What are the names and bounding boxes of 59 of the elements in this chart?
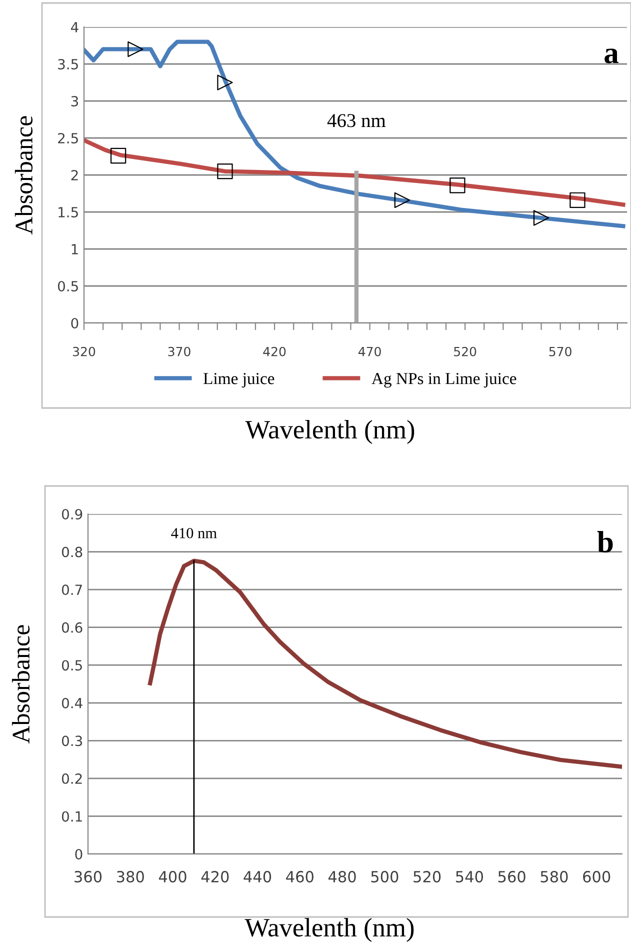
y-axis-title: Absorbance (14, 116, 33, 234)
x-tick-label: 370 (168, 346, 190, 356)
point (217, 74, 233, 90)
y-tick-label: 3 (71, 96, 78, 106)
y-tick-label: 2 (71, 170, 78, 180)
x-tick-label: 480 (328, 870, 356, 882)
x-tick-label: 420 (263, 346, 286, 356)
y-tick-label: 0.7 (62, 584, 82, 596)
y-tick-label: 0.3 (62, 736, 82, 746)
point (217, 163, 233, 180)
legend-label: Lime juice (204, 373, 274, 388)
x-tick-label: 460 (286, 870, 314, 882)
y-tick-label: 0.9 (62, 508, 82, 520)
y-tick-label: 4 (70, 22, 78, 32)
x-tick-label: 540 (456, 870, 483, 882)
x-tick-label: 520 (454, 346, 476, 356)
x-tick-label: 440 (244, 870, 272, 882)
y-axis-title: Absorbance (12, 625, 30, 744)
y-tick-label: 0 (75, 848, 82, 860)
y-tick-label: 2.5 (58, 132, 78, 144)
x-tick-label: 600 (583, 870, 610, 882)
line-series (84, 138, 626, 207)
x-tick-label: 360 (74, 870, 102, 882)
y-tick-label: 0.6 (62, 622, 82, 633)
x-tick-label: 500 (371, 870, 398, 882)
annotation: a (604, 48, 618, 64)
y-tick-label: 0.5 (62, 660, 82, 671)
y-tick-label: 0.8 (62, 546, 82, 558)
x-tick-label: 570 (549, 346, 572, 356)
x-tick-label: 520 (414, 870, 441, 882)
x-tick-label: 470 (358, 346, 381, 356)
annotation: 463 nm (327, 114, 386, 128)
y-tick-label: 3.5 (58, 58, 78, 70)
point (570, 192, 586, 208)
point (110, 148, 126, 164)
x-axis-title: Wavelenth (nm) (245, 420, 414, 444)
x-tick-label: 380 (116, 870, 144, 882)
x-axis-title: Wavelenth (nm) (244, 918, 414, 942)
x-tick-label: 560 (498, 870, 526, 882)
y-tick-label: 0.4 (62, 698, 82, 708)
line-series (84, 40, 626, 228)
y-tick-label: 0.1 (62, 811, 82, 822)
x-tick-label: 420 (201, 870, 229, 882)
y-tick-label: 0.2 (62, 773, 82, 784)
point (128, 41, 144, 58)
point (533, 210, 550, 226)
y-tick-label: 0 (71, 318, 78, 328)
y-tick-label: 0.5 (58, 280, 78, 292)
x-tick-label: 580 (540, 870, 568, 882)
annotation: 410 nm (171, 528, 217, 538)
point (450, 178, 466, 194)
x-tick-label: 400 (158, 870, 186, 882)
x-tick-label: 320 (73, 346, 96, 356)
line-series (148, 558, 622, 769)
y-tick-label: 1.5 (58, 207, 78, 218)
y-tick-label: 1 (72, 244, 78, 254)
point (394, 192, 410, 208)
legend-label: Ag NPs in Lime juice (372, 373, 516, 388)
annotation: b (597, 531, 613, 553)
